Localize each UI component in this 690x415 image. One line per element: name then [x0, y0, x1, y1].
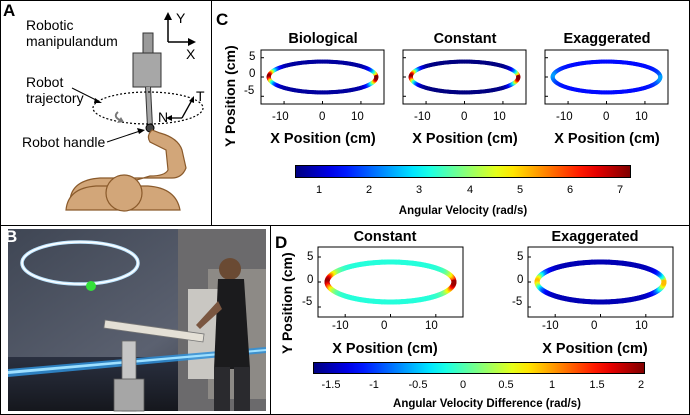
panel-c-ytick: 0	[249, 68, 256, 80]
panel-d-xtick: -10	[542, 320, 559, 332]
panel-c-x-axis-label: X Position (cm)	[270, 131, 376, 147]
panel-d-colorbar-tick: 0.5	[498, 379, 514, 391]
panel-d-xtick: 10	[635, 320, 648, 332]
axis-label-t: T	[196, 88, 205, 104]
panel-d-xtick: 0	[381, 320, 388, 332]
plot-axes-frame	[527, 246, 674, 318]
panel-a-letter: A	[3, 1, 16, 20]
ellipse-trajectory	[534, 259, 667, 305]
panel-c-colorbar-tick: 1	[315, 184, 323, 196]
panel-c-xtick: 10	[493, 111, 506, 123]
panel-c-colorbar-tick: 7	[616, 184, 624, 196]
panel-d-colorbar-tick: 2	[637, 379, 645, 391]
panel-c-plots	[260, 49, 669, 105]
panel-d-colorbar	[313, 362, 645, 374]
panel-c-xtick: 10	[351, 111, 364, 123]
panel-c-title-constant: Constant	[433, 31, 497, 47]
panel-d-colorbar-tick: 1.5	[589, 379, 605, 391]
panel-c-letter: C	[216, 10, 229, 29]
panel-d-title-constant: Constant	[353, 229, 417, 245]
panel-c-colorbar-tick: 2	[365, 184, 373, 196]
panel-d-colorbar-tick: -1	[369, 379, 379, 391]
panel-c-colorbar-tick: 4	[466, 184, 474, 196]
ellipse-trajectory	[266, 59, 379, 95]
ellipse-trajectory	[408, 59, 521, 95]
axis-label-y: Y	[176, 10, 186, 26]
panel-c-xtick: 0	[319, 111, 326, 123]
axis-label-n: N	[158, 109, 169, 125]
label-trajectory: Robot trajectory	[26, 74, 84, 106]
panel-d-colorbar-tick: 0	[459, 379, 467, 391]
panel-c-colorbar-tick: 3	[415, 184, 423, 196]
panel-d-ytick: 5	[307, 251, 314, 263]
plot-axes-frame	[260, 49, 385, 105]
panel-c-xtick: 0	[603, 111, 610, 123]
plot-axes-frame	[544, 49, 669, 105]
panel-d-xtick: 0	[591, 320, 598, 332]
panel-c-xtick: -10	[414, 111, 431, 123]
panel-d-colorbar-label: Angular Velocity Difference (rad/s)	[393, 398, 581, 410]
panel-c-colorbar-tick: 6	[566, 184, 574, 196]
label-manipulandum: Robotic manipulandum	[26, 17, 118, 49]
panel-d-ytick: 0	[517, 274, 524, 286]
panel-d-xtick: 10	[425, 320, 438, 332]
panel-d-letter: D	[275, 233, 288, 252]
panel-b-photo	[8, 229, 266, 412]
panel-c-x-axis-label: X Position (cm)	[554, 131, 660, 147]
panel-b-letter: B	[5, 227, 18, 246]
panel-d-plots	[317, 246, 674, 318]
panel-c-x-axis-label: X Position (cm)	[412, 131, 518, 147]
panel-a-illustration	[65, 12, 204, 212]
panel-c-title-biological: Biological	[288, 31, 358, 47]
panel-c-colorbar-label: Angular Velocity (rad/s)	[398, 205, 528, 217]
plot-axes-frame	[317, 246, 464, 318]
ellipse-trajectory	[550, 59, 663, 95]
panel-c-xtick: -10	[272, 111, 289, 123]
ellipse-trajectory	[324, 259, 457, 305]
panel-d-colorbar-tick: 1	[548, 379, 556, 391]
label-handle: Robot handle	[22, 134, 106, 150]
panel-c-ytick: -5	[244, 85, 255, 97]
panel-d-ytick: -5	[512, 296, 523, 308]
panel-c-xtick: 10	[635, 111, 648, 123]
panel-c-title-exaggerated: Exaggerated	[563, 31, 651, 47]
axis-label-x: X	[186, 46, 196, 62]
panel-c-xtick: -10	[556, 111, 573, 123]
panel-d-title-exaggerated: Exaggerated	[551, 229, 639, 245]
panel-d-colorbar-tick: -1.5	[321, 379, 341, 391]
panel-d-ytick: 0	[307, 274, 314, 286]
panel-d-ytick: -5	[302, 296, 313, 308]
plot-axes-frame	[402, 49, 527, 105]
panel-d-xtick: -10	[332, 320, 349, 332]
panel-c-xtick: 0	[461, 111, 468, 123]
panel-d-colorbar-tick: -0.5	[408, 379, 428, 391]
panel-c-ytick: 5	[249, 51, 256, 63]
panel-d-ytick: 5	[517, 251, 524, 263]
panel-c-colorbar	[295, 165, 631, 178]
panel-d-x-axis-label: X Position (cm)	[332, 341, 438, 357]
panel-c-colorbar-tick: 5	[516, 184, 524, 196]
panel-d-x-axis-label: X Position (cm)	[542, 341, 648, 357]
